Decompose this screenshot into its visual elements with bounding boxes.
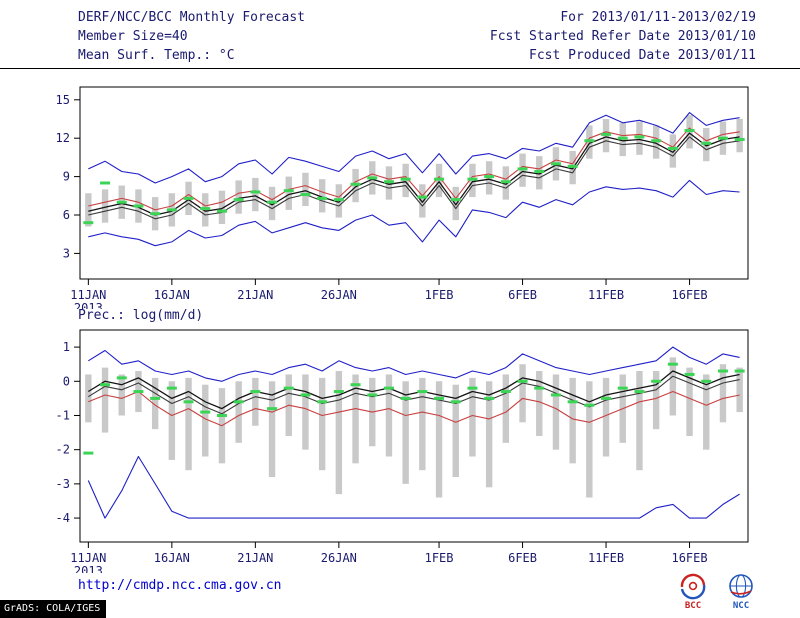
svg-text:-2: -2 <box>56 443 70 457</box>
ncc-logo: NCC <box>724 573 758 611</box>
bcc-logo: BCC <box>676 573 710 611</box>
header-left: DERF/NCC/BCC Monthly Forecast Member Siz… <box>78 8 305 65</box>
svg-text:6FEB: 6FEB <box>508 288 537 302</box>
figure-footer: http://cmdp.ncc.cma.gov.cn BCC NCC <box>0 573 800 618</box>
forecast-period-label: For 2013/01/11-2013/02/19 <box>560 10 756 25</box>
agency-logos: BCC NCC <box>676 573 758 611</box>
observation-dashes <box>83 362 745 455</box>
member-size-label: Member Size=40 <box>78 29 188 44</box>
produced-date-label: Fcst Produced Date 2013/01/11 <box>529 48 756 63</box>
series-ensemble-min <box>87 455 740 519</box>
precip-panel-title: Prec.: log(mm/d) <box>78 308 204 323</box>
series-ensemble-mean <box>87 370 740 410</box>
series-ensemble-max <box>88 346 740 382</box>
ncc-globe-icon <box>729 574 753 598</box>
svg-text:-4: -4 <box>56 511 70 525</box>
series-control-run <box>88 390 740 427</box>
svg-text:-1: -1 <box>56 408 70 422</box>
svg-text:0: 0 <box>63 374 70 388</box>
figure-title: DERF/NCC/BCC Monthly Forecast <box>78 10 305 25</box>
svg-text:21JAN: 21JAN <box>237 551 273 565</box>
series-ensemble-max <box>88 112 740 184</box>
svg-text:15: 15 <box>56 93 70 107</box>
series-ensemble-median <box>88 136 740 220</box>
svg-text:9: 9 <box>63 170 70 184</box>
svg-text:16FEB: 16FEB <box>671 551 707 565</box>
ensemble-spread-bars <box>85 357 743 498</box>
bcc-emblem-icon <box>680 573 706 600</box>
svg-text:11JAN: 11JAN <box>70 288 106 302</box>
svg-text:2013: 2013 <box>74 301 103 309</box>
svg-text:1: 1 <box>63 340 70 354</box>
series-ensemble-median <box>88 375 740 415</box>
svg-text:11FEB: 11FEB <box>588 288 624 302</box>
svg-text:11JAN: 11JAN <box>70 551 106 565</box>
svg-text:6: 6 <box>63 208 70 222</box>
refer-date-label: Fcst Started Refer Date 2013/01/10 <box>489 29 756 44</box>
svg-text:26JAN: 26JAN <box>321 288 357 302</box>
svg-text:26JAN: 26JAN <box>321 551 357 565</box>
grads-credit: GrADS: COLA/IGES <box>0 600 107 618</box>
svg-text:16JAN: 16JAN <box>154 551 190 565</box>
y-axis: -4 -3 -2 -1 0 1 <box>56 340 80 525</box>
svg-text:1FEB: 1FEB <box>425 288 454 302</box>
figure-header: DERF/NCC/BCC Monthly Forecast Member Siz… <box>0 0 800 69</box>
svg-text:1FEB: 1FEB <box>425 551 454 565</box>
svg-text:16JAN: 16JAN <box>154 288 190 302</box>
temp-panel-title: Mean Surf. Temp.: °C <box>78 48 235 63</box>
svg-text:11FEB: 11FEB <box>588 551 624 565</box>
svg-text:16FEB: 16FEB <box>671 288 707 302</box>
svg-text:6FEB: 6FEB <box>508 551 537 565</box>
series-ensemble-min <box>88 179 740 247</box>
svg-text:3: 3 <box>63 246 70 260</box>
series-control-run <box>88 127 740 211</box>
svg-text:12: 12 <box>56 131 70 145</box>
svg-text:-3: -3 <box>56 477 70 491</box>
observation-dashes <box>83 129 745 225</box>
ensemble-spread-bars <box>85 115 743 231</box>
bcc-logo-label: BCC <box>684 601 702 611</box>
svg-text:21JAN: 21JAN <box>237 288 273 302</box>
ncc-logo-label: NCC <box>732 601 750 611</box>
plot-border <box>79 86 749 280</box>
y-axis: 3 6 9 12 15 <box>56 93 80 260</box>
svg-text:2013: 2013 <box>74 564 103 573</box>
plot-border <box>79 329 749 543</box>
series-ensemble-mean <box>88 132 740 216</box>
header-right: For 2013/01/11-2013/02/19 Fcst Started R… <box>490 8 756 65</box>
website-url: http://cmdp.ncc.cma.gov.cn <box>78 578 282 593</box>
